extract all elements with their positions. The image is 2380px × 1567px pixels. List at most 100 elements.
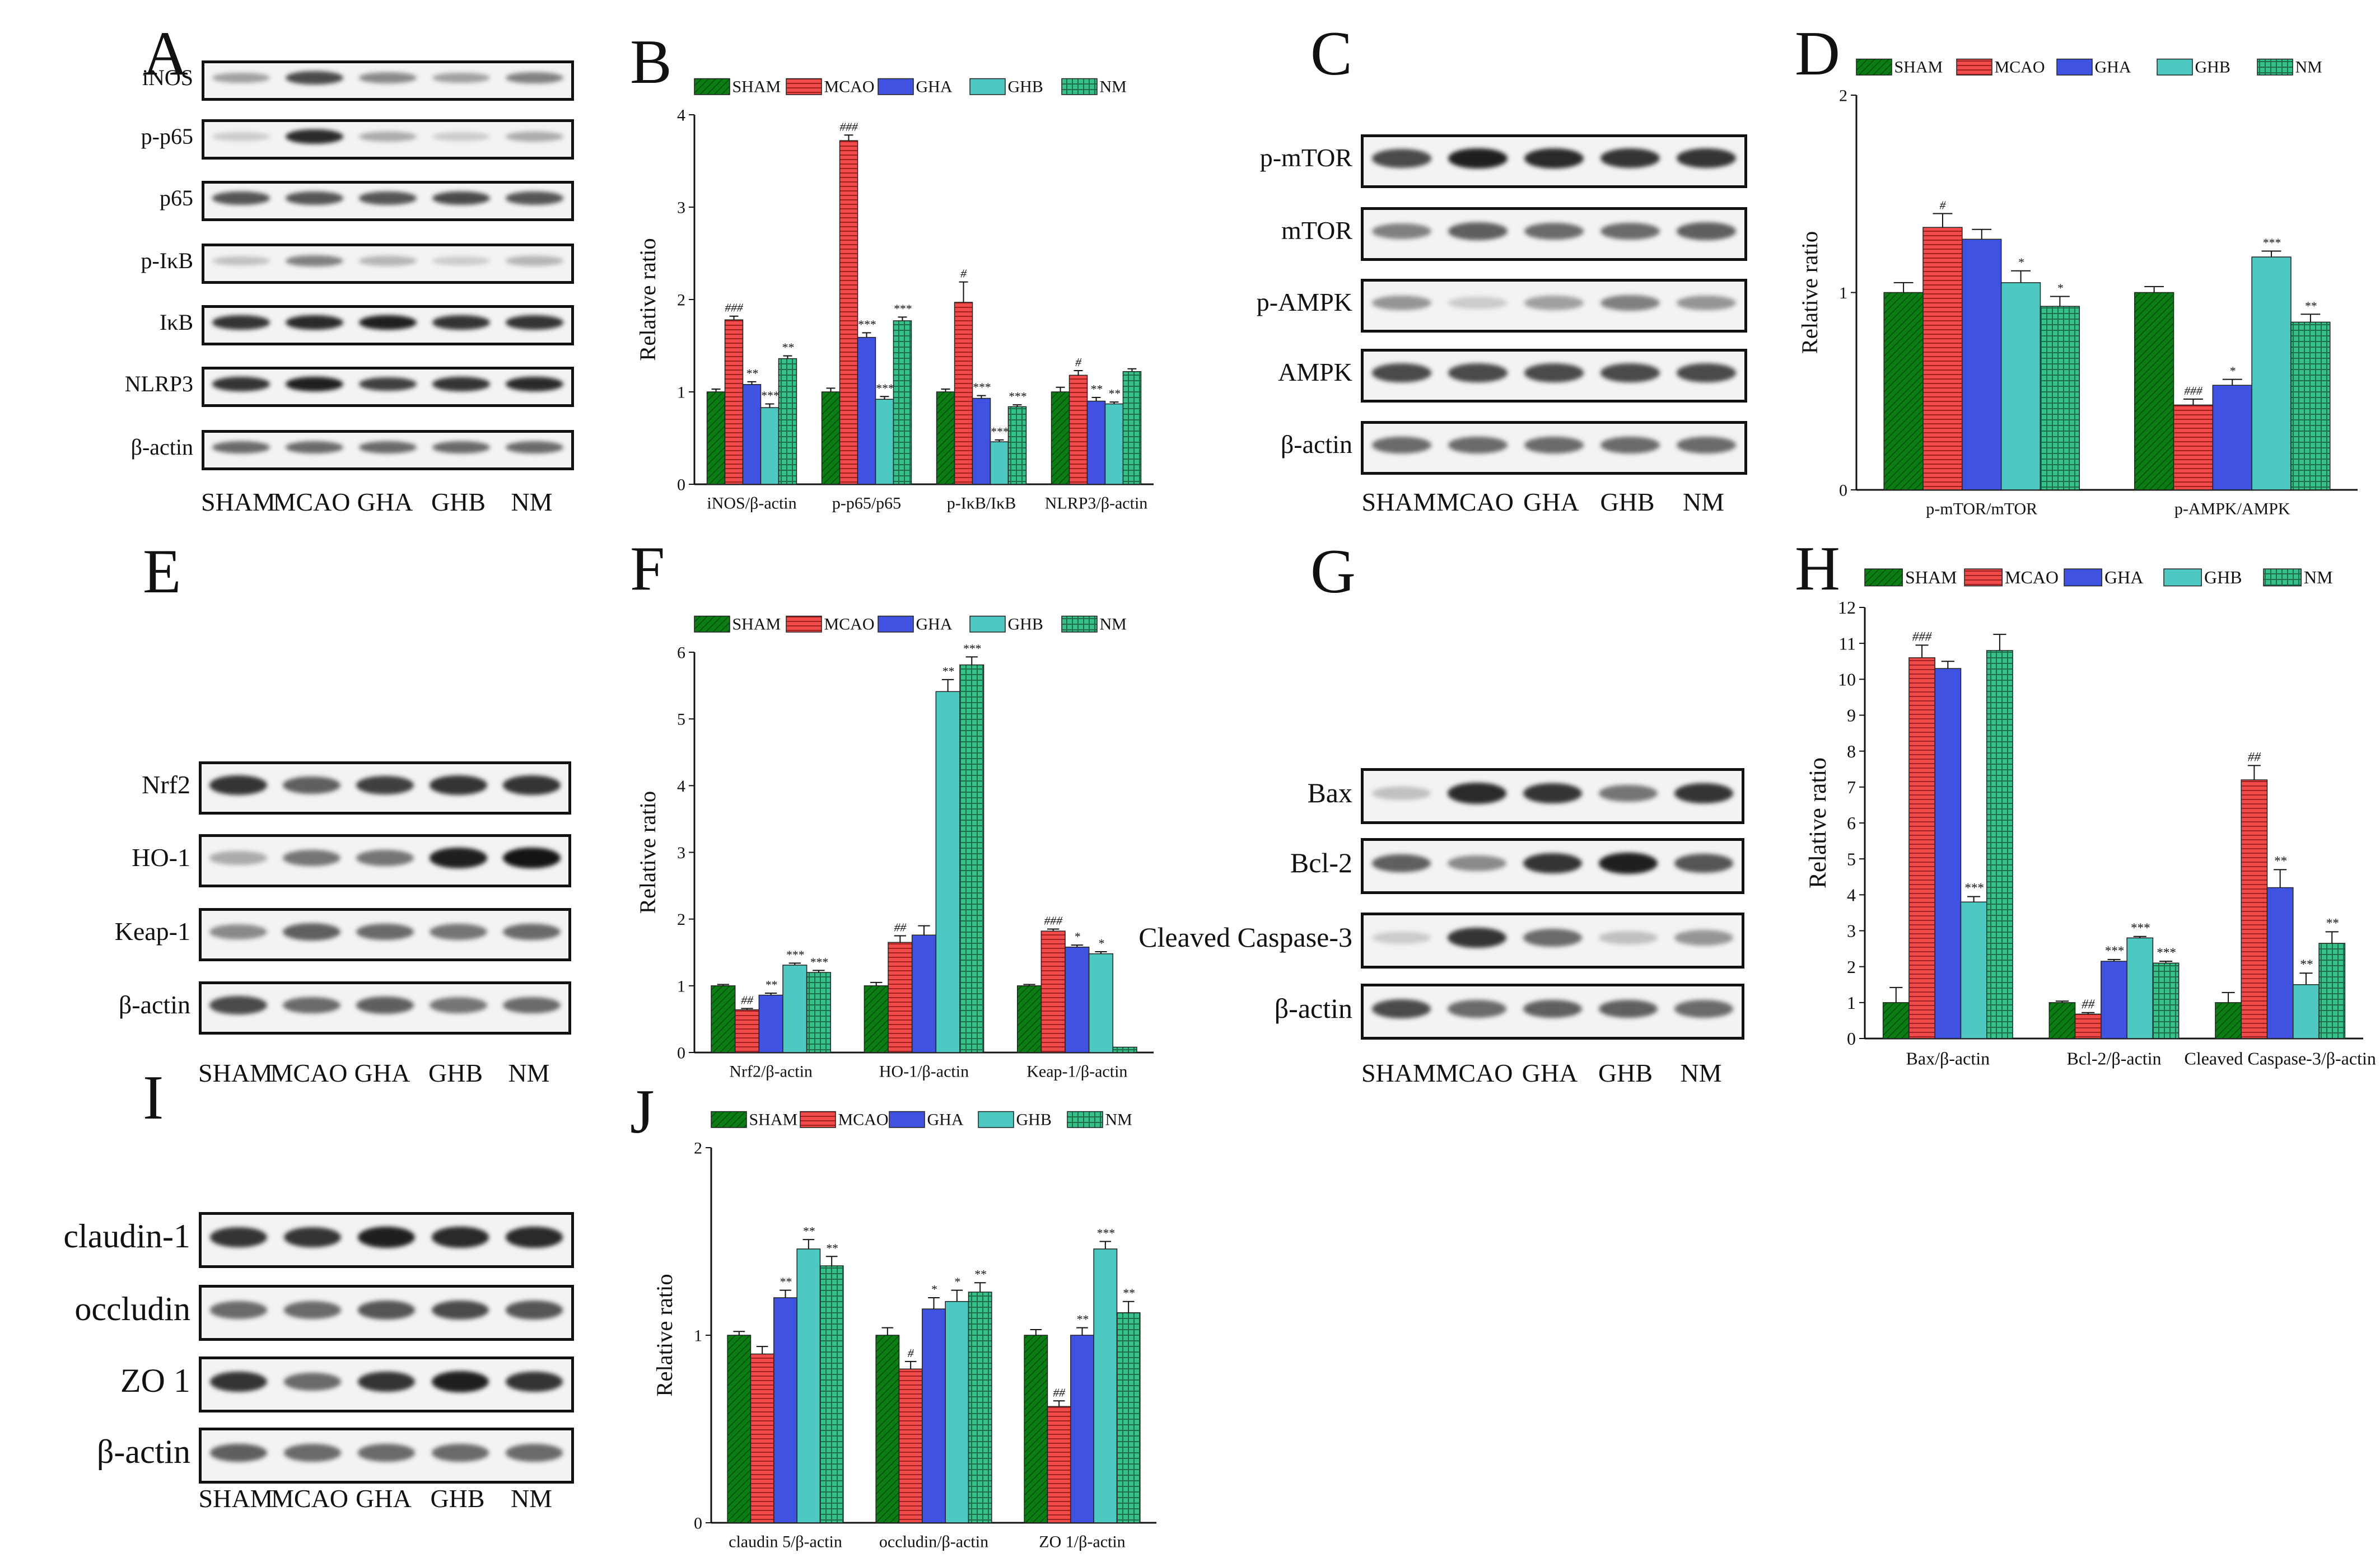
category-label: ZO 1/β-actin [1039,1533,1125,1551]
bar-mcao-keap-1-beta-actin [1040,930,1066,1053]
blot-row-label-keap-1: Keap-1 [114,916,190,946]
bar-mcao-nlrp3-beta-actin [1068,375,1088,485]
bar-gha-p-ampk-ampk [2212,385,2252,490]
blot-band [212,72,270,83]
legend-swatch-ghb [2163,568,2202,587]
blot-band [1674,930,1734,946]
bar-ghb-cleaved-caspase-3-beta-actin [2293,984,2320,1039]
blot-row-label-inos: iNOS [142,65,193,90]
significance-label: *** [1008,390,1026,403]
significance-label: ### [2184,384,2203,397]
blot-band [1371,295,1432,311]
bar-mcao-claudin-5-beta-actin [750,1353,774,1523]
y-tick-label: 4 [677,106,685,125]
lane-label-sham: SHAM [201,488,276,516]
bar-gha-claudin-5-beta-actin [773,1297,797,1523]
y-tick-label: 6 [1847,813,1856,833]
legend-label-mcao: MCAO [1995,58,2045,77]
blot-strip-mtor [1361,207,1747,261]
panel-label-g: G [1310,537,1356,606]
bar-gha-inos-beta-actin [742,384,762,485]
category-label: p-IκB/IκB [947,494,1016,513]
blot-strip-beta-actin [202,430,574,470]
y-tick-label: 4 [677,777,685,796]
blot-band [283,850,340,866]
blot-band [1674,1000,1734,1018]
y-tick-label: 2 [1839,87,1847,105]
y-tick-label: 4 [1847,885,1856,905]
lane-label-ghb: GHB [428,1059,483,1087]
significance-label: ** [780,1275,792,1289]
bar-nm-occludin-beta-actin [968,1292,992,1523]
y-tick-label: 2 [677,291,685,310]
blot-band [212,256,270,266]
legend-label-nm: NM [1105,1111,1132,1129]
blot-band [432,315,490,330]
blot-band [1448,363,1508,382]
bar-sham-inos-beta-actin [706,391,726,485]
blot-row-label-p-mtor: p-mTOR [1259,143,1352,172]
y-tick-label: 9 [1847,705,1856,726]
blot-band [212,132,270,141]
blot-band [1523,929,1583,947]
y-tick-label: 0 [1839,481,1847,500]
blot-row-label-p-ikb: p-IκB [141,248,193,273]
blot-band [1524,148,1584,169]
bar-ghb-occludin-beta-actin [945,1301,969,1523]
blot-band [356,775,414,795]
blot-band [506,441,563,453]
y-tick-label: 11 [1838,633,1856,653]
blot-band [506,315,563,330]
bar-sham-p-mtor-mtor [1883,292,1924,490]
significance-label: ** [825,1241,838,1255]
blot-band [1371,931,1431,944]
legend-label-ghb: GHB [2195,58,2230,77]
bar-mcao-p-ampk-ampk [2173,404,2214,490]
lane-label-sham: SHAM [198,1484,273,1513]
blot-strip-inos [202,60,574,101]
y-tick-label: 1 [1847,993,1856,1013]
y-tick-label: 0 [694,1514,702,1533]
legend-label-nm: NM [2304,567,2333,587]
blot-band [356,923,414,941]
significance-label: *** [857,317,876,331]
significance-label: ## [2082,997,2095,1011]
significance-label: *** [786,948,804,961]
blot-band [209,1301,268,1319]
bar-gha-cleaved-caspase-3-beta-actin [2266,887,2294,1039]
bar-nm-p-ampk-ampk [2290,321,2331,490]
blot-band [209,775,267,795]
blot-band [503,775,561,795]
blot-band [283,923,340,941]
blot-row-label-nlrp3: NLRP3 [124,371,193,396]
blot-band [359,377,417,391]
y-axis-label: Relative ratio [635,791,660,914]
y-tick-label: 8 [1847,741,1856,761]
significance-label: *** [1096,1227,1115,1240]
blot-band [1448,148,1508,169]
blot-strip-cleaved-caspase-3 [1361,913,1744,969]
blot-strip-ho-1 [199,834,571,887]
bar-ghb-claudin-5-beta-actin [796,1248,821,1523]
blot-band [503,847,561,869]
significance-label: *** [990,425,1009,438]
significance-label: ### [725,301,744,315]
legend-swatch-ghb [969,78,1006,95]
blot-band [209,1371,268,1392]
legend-label-nm: NM [2295,58,2322,77]
category-label: Cleaved Caspase-3/β-actin [2184,1048,2376,1068]
lane-label-ghb: GHB [1600,488,1655,516]
blot-row-label-p-ampk: p-AMPK [1256,288,1352,317]
blot-band [430,924,487,940]
blot-band [432,72,490,83]
blot-band [1371,436,1432,454]
legend-label-gha: GHA [2104,567,2143,587]
legend-label-sham: SHAM [1905,567,1957,587]
significance-label: * [1098,937,1104,950]
blot-band [1523,853,1583,874]
bar-nm-cleaved-caspase-3-beta-actin [2318,943,2346,1039]
bar-sham-p-p65-p65 [821,391,841,485]
blot-band [1371,854,1431,873]
